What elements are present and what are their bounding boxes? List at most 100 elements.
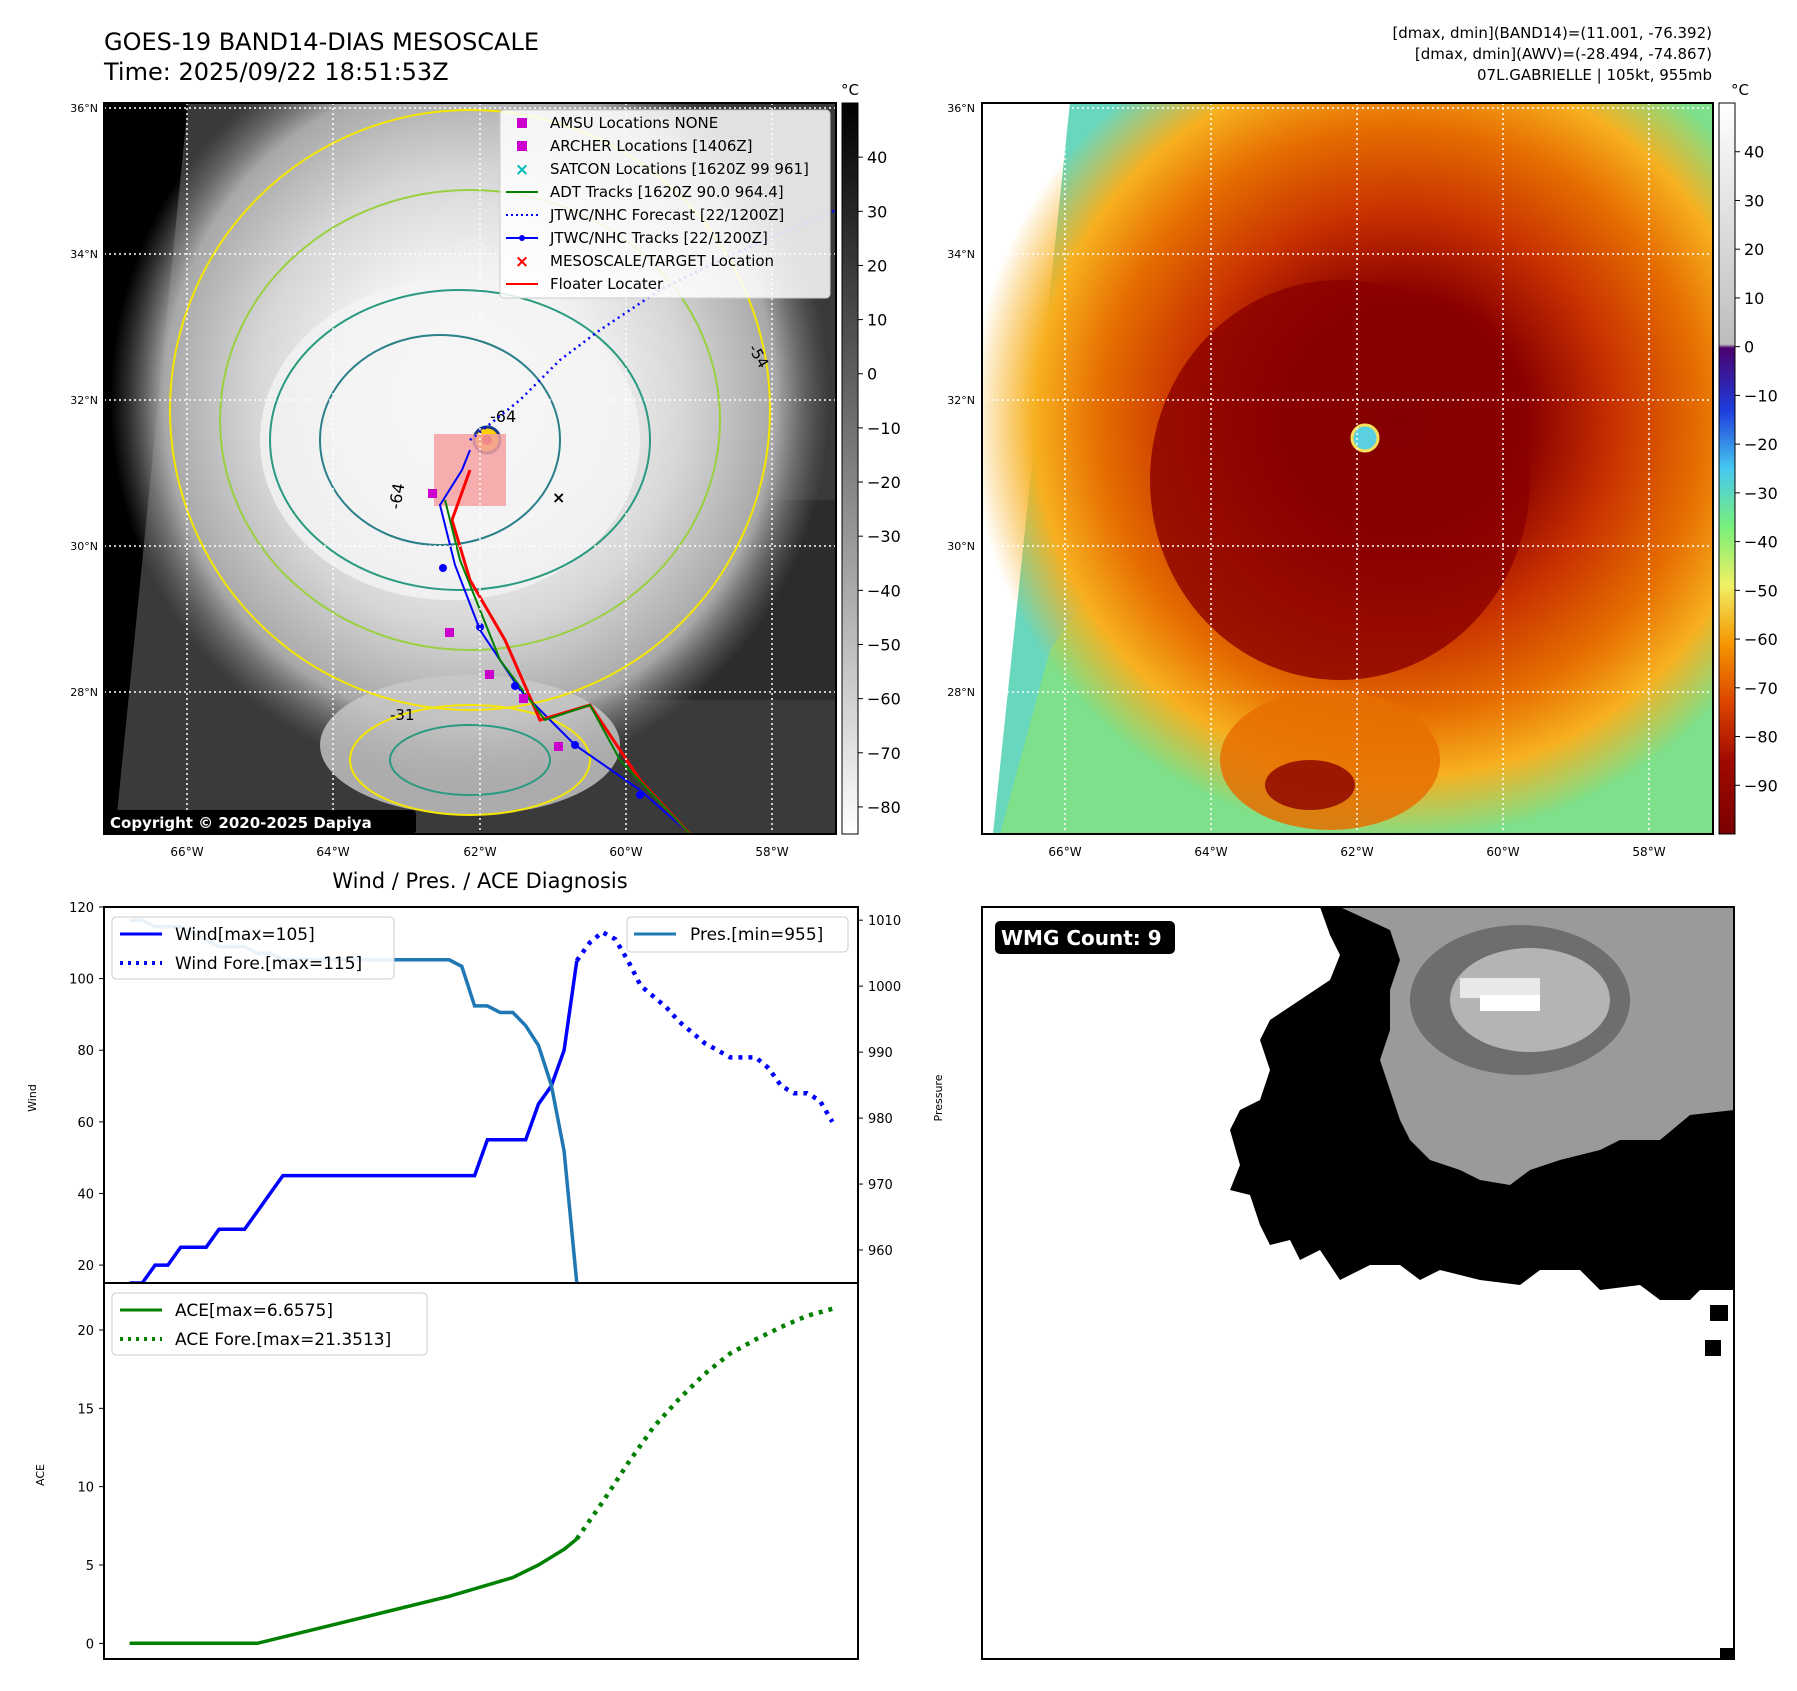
- y-tick-label: 40: [77, 1187, 94, 1202]
- wmg-count: WMG Count: 9: [1001, 926, 1162, 950]
- wmg-image: [1230, 907, 1734, 1659]
- stats-awv: [dmax, dmin](AWV)=(-28.494, -74.867): [1415, 45, 1712, 63]
- wmg-panel: WMG Count: 9: [981, 906, 1735, 1660]
- southern-band: [1220, 690, 1440, 830]
- legend-swatch: ×: [515, 160, 529, 180]
- wind-axis-label: Wind: [26, 1084, 39, 1112]
- colorbar-tick-label: 10: [1744, 289, 1764, 308]
- colorbar-tick-label: −80: [1744, 728, 1778, 747]
- pressure-legend-box: [626, 916, 849, 953]
- contour-inner: [269, 289, 651, 591]
- jtwc-point: [511, 682, 519, 690]
- contour-label: -64: [490, 407, 516, 426]
- y-tick-label: 100: [69, 973, 94, 988]
- y-tick-label: 5: [86, 1559, 94, 1574]
- archer-location: [554, 742, 563, 751]
- colorbar-ticks: 40 30 20 10 0 −10 −20 −30 −40 −50 −60 −70 −80 −90: [1735, 143, 1778, 795]
- colorbar-tick-label: −40: [867, 581, 901, 600]
- colorbar-tick-label: −80: [867, 798, 901, 817]
- jtwc-point: [439, 564, 447, 572]
- chart2-series: [129, 1306, 834, 1646]
- colorbar-tick-label: 30: [1744, 191, 1764, 210]
- jtwc-point: [571, 741, 579, 749]
- lon-label: 66°W: [170, 845, 203, 859]
- y-right-tick-label: 1010: [868, 914, 901, 929]
- colorbar-tick-label: −30: [1744, 484, 1778, 503]
- wmg-count-box: [995, 921, 1175, 954]
- chart-title: Wind / Pres. / ACE Diagnosis: [332, 869, 627, 893]
- contour-label: -31: [390, 706, 415, 724]
- lat-label: 36°N: [70, 102, 98, 115]
- colorbar-tick-label: 20: [867, 256, 887, 275]
- lon-label: 64°W: [316, 845, 349, 859]
- pressure-legend: Pres.[min=955]: [626, 916, 849, 953]
- lon-label: 60°W: [1486, 845, 1519, 859]
- colorbar-tick-label: −30: [867, 527, 901, 546]
- y-tick-label: 10: [77, 1481, 94, 1496]
- lat-label: 34°N: [947, 248, 975, 261]
- legend-label: ARCHER Locations [1406Z]: [550, 137, 753, 155]
- series-line-ace: [129, 1537, 578, 1646]
- storm-core: [1150, 280, 1530, 680]
- colorbar-tick-label: 10: [867, 311, 887, 330]
- ir-map-frame: [103, 102, 837, 835]
- contour-core: [319, 334, 561, 546]
- chart2-axes: 20 15 10 5 0: [77, 1324, 104, 1652]
- y-tick-label: 60: [77, 1116, 94, 1131]
- colorbar-unit: °C: [841, 81, 859, 99]
- lat-label: 30°N: [947, 540, 975, 553]
- legend-label: Wind[max=105]: [175, 925, 315, 945]
- lat-label: 28°N: [70, 686, 98, 699]
- lat-label: 34°N: [70, 248, 98, 261]
- figure-title: GOES-19 BAND14-DIAS MESOSCALE: [104, 28, 539, 56]
- legend-label: ACE[max=6.6575]: [175, 1301, 333, 1321]
- archer-location: [519, 694, 528, 703]
- lon-label: 64°W: [1194, 845, 1227, 859]
- map-legend: AMSU Locations NONE ARCHER Locations [140…: [499, 109, 831, 299]
- colorbar-tick-label: −50: [867, 635, 901, 654]
- wmg-fragment: [1720, 1648, 1734, 1659]
- lat-label: 32°N: [947, 394, 975, 407]
- colorbar-tick-label: −20: [1744, 435, 1778, 454]
- colorbar-tick-label: −10: [1744, 386, 1778, 405]
- colorbar-enhanced: °C 40 30 20 10 0 −10 −20 −30 −40 −50 −60 −70 −80 −90: [1718, 81, 1778, 835]
- ace-legend: ACE[max=6.6575] ACE Fore.[max=21.3513]: [111, 1292, 428, 1356]
- colorbar-tick-label: −10: [867, 419, 901, 438]
- lon-label: 60°W: [609, 845, 642, 859]
- enh-map-frame: [981, 102, 1714, 835]
- contour-mid: [219, 189, 721, 651]
- colorbar-tick-label: 0: [867, 365, 877, 384]
- storm-eye: [1350, 423, 1380, 453]
- contour-south-band: [349, 704, 591, 816]
- colorbar-tick-label: −50: [1744, 581, 1778, 600]
- lon-label: 58°W: [755, 845, 788, 859]
- legend-label: MESOSCALE/TARGET Location: [550, 252, 774, 270]
- y-right-tick-label: 960: [868, 1244, 893, 1259]
- wmg-fragment: [1710, 1305, 1728, 1321]
- series-line-wind-fore-: [574, 929, 835, 1124]
- legend-label: Pres.[min=955]: [690, 925, 823, 945]
- legend-items: AMSU Locations NONE ARCHER Locations [140…: [506, 114, 809, 293]
- copyright: Copyright © 2020-2025 Dapiya: [110, 814, 372, 832]
- y-tick-label: 15: [77, 1402, 94, 1417]
- legend-swatch-dot: [519, 235, 525, 241]
- lon-label: 62°W: [463, 845, 496, 859]
- wmg-fragment: [1705, 1340, 1721, 1356]
- floater-track: [450, 469, 692, 834]
- southern-band-core: [1265, 760, 1355, 810]
- wmg-eye: [1460, 978, 1540, 998]
- y-right-tick-label: 980: [868, 1112, 893, 1127]
- wmg-eye-center: [1480, 995, 1540, 1011]
- contour-south-core: [389, 724, 551, 796]
- chart1-axes: 120 100 80 60 40 20 1010 1000 990 980 970 960: [69, 901, 901, 1274]
- legend-label: AMSU Locations NONE: [550, 114, 718, 132]
- y-tick-label: 0: [86, 1637, 94, 1652]
- colorbar-tick-label: 40: [1744, 143, 1764, 162]
- colorbar-tick-label: −90: [1744, 776, 1778, 795]
- colorbar-tick-label: −70: [1744, 679, 1778, 698]
- legend-label: Floater Locater: [550, 275, 664, 293]
- colorbar-enh-ramp: [1718, 102, 1736, 835]
- colorbar-tick-label: 40: [867, 148, 887, 167]
- wmg-frame: [981, 906, 1735, 1660]
